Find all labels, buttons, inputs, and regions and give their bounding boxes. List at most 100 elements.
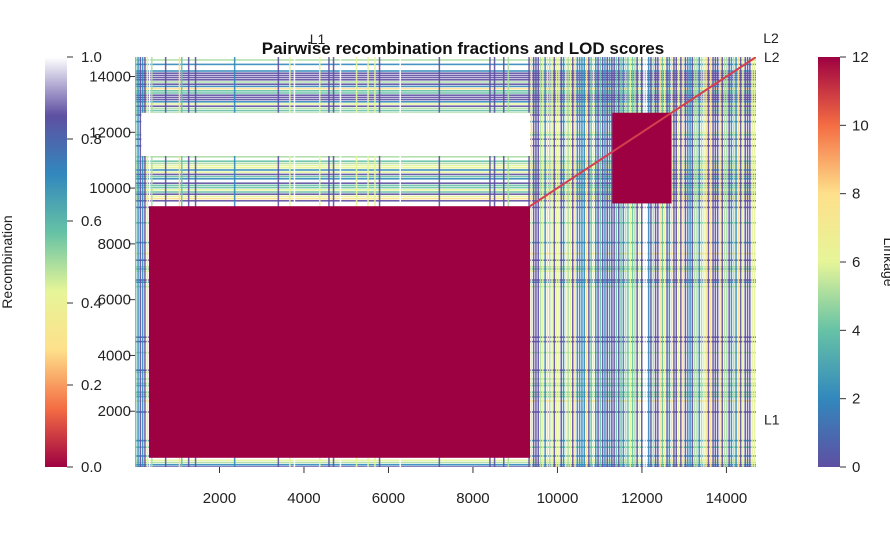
heatmap-row (135, 68, 756, 70)
heatmap-row (135, 204, 756, 206)
heatmap-column (751, 57, 753, 467)
heatmap-column (546, 57, 549, 467)
left-colorbar-tick-label: 0.4 (81, 295, 102, 312)
heatmap-column (746, 57, 749, 467)
right-colorbar-tick-label: 8 (852, 186, 860, 203)
heatmap-row (135, 189, 756, 191)
heatmap-column (680, 57, 682, 467)
heatmap-column (675, 57, 677, 467)
heatmap-column (652, 57, 654, 467)
heatmap-row (135, 109, 756, 112)
left-colorbar-tick-label: 0.8 (81, 131, 102, 148)
heatmap-column (659, 57, 661, 467)
heatmap-row (135, 180, 756, 182)
heatmap-column (650, 57, 652, 467)
heatmap-row (135, 200, 756, 202)
heatmap-column (576, 57, 579, 467)
heatmap-column (549, 57, 551, 467)
heatmap-column (719, 57, 721, 467)
heatmap-row (135, 156, 756, 158)
left-colorbar (45, 57, 67, 467)
heatmap-column (615, 57, 618, 467)
heatmap-row (135, 87, 756, 90)
heatmap-column (146, 57, 148, 467)
heatmap-column (689, 57, 691, 467)
heatmap-column (542, 57, 544, 467)
heatmap-column (558, 57, 560, 467)
heatmap-column (733, 57, 735, 467)
group-label-right: L2 (764, 49, 780, 65)
heatmap-row (135, 90, 756, 92)
heatmap-column (627, 57, 629, 467)
heatmap-column (661, 57, 664, 467)
group-label-right: L1 (764, 412, 780, 428)
heatmap-column (700, 57, 703, 467)
heatmap-row (135, 65, 756, 68)
heatmap-row (135, 61, 756, 63)
heatmap-row (135, 195, 756, 198)
y-tick-label: 6000 (98, 292, 131, 309)
heatmap-column (721, 57, 723, 467)
group-label-top: L1 (310, 31, 326, 47)
heatmap-column (530, 57, 533, 467)
heatmap-column (565, 57, 567, 467)
heatmap-column (677, 57, 680, 467)
heatmap-row (135, 461, 756, 464)
heatmap-column (712, 57, 714, 467)
heatmap-row (135, 466, 756, 467)
heatmap-column (723, 57, 726, 467)
heatmap-column (613, 57, 615, 467)
heatmap-column (562, 57, 565, 467)
heatmap-column (574, 57, 576, 467)
heatmap-row (135, 98, 756, 101)
heatmap-blocks (141, 112, 672, 458)
heatmap-row (135, 186, 756, 189)
y-tick-label: 14000 (89, 69, 131, 86)
heatmap-column (636, 57, 638, 467)
heatmap-row (135, 74, 756, 77)
heatmap-column (749, 57, 751, 467)
heatmap-column (742, 57, 744, 467)
heatmap-row (135, 171, 756, 173)
heatmap-column (753, 57, 756, 467)
heatmap-column (737, 57, 740, 467)
y-tick-label: 2000 (98, 403, 131, 420)
y-axis: 2000 4000 6000 8000 10000 12000 14000 (89, 69, 135, 420)
heatmap-row (135, 164, 756, 167)
heatmap-row (135, 101, 756, 103)
heatmap-column (657, 57, 659, 467)
heatmap-column (567, 57, 569, 467)
heatmap-column (666, 57, 668, 467)
heatmap-row (135, 76, 756, 79)
heatmap-row (135, 182, 756, 184)
heatmap-column (645, 57, 648, 467)
group-label-top: L2 (763, 30, 779, 46)
heatmap-column (620, 57, 622, 467)
heatmap-area (135, 57, 756, 467)
heatmap-row (135, 464, 756, 466)
heatmap-column (735, 57, 737, 467)
heatmap-column (604, 57, 606, 467)
heatmap-column (698, 57, 700, 467)
x-tick-label: 4000 (287, 490, 320, 507)
heatmap-row (135, 103, 756, 105)
heatmap-column (551, 57, 553, 467)
heatmap-row (135, 191, 756, 193)
left-colorbar-tick-label: 0.6 (81, 213, 102, 230)
x-axis: 2000 4000 6000 8000 10000 12000 14000 (203, 467, 747, 507)
heatmap-column (629, 57, 631, 467)
heatmap-row (135, 184, 756, 187)
heatmap-column (696, 57, 698, 467)
heatmap-column (643, 57, 645, 467)
heatmap-column (590, 57, 592, 467)
heatmap-column (588, 57, 590, 467)
right-colorbar-tick-label: 0 (852, 459, 860, 476)
heatmap-column (144, 57, 146, 467)
x-tick-label: 8000 (456, 490, 489, 507)
heatmap-column (585, 57, 588, 467)
right-colorbar (818, 57, 840, 467)
heatmap-column (687, 57, 689, 467)
heatmap-row (135, 178, 756, 180)
heatmap-row (135, 57, 756, 59)
